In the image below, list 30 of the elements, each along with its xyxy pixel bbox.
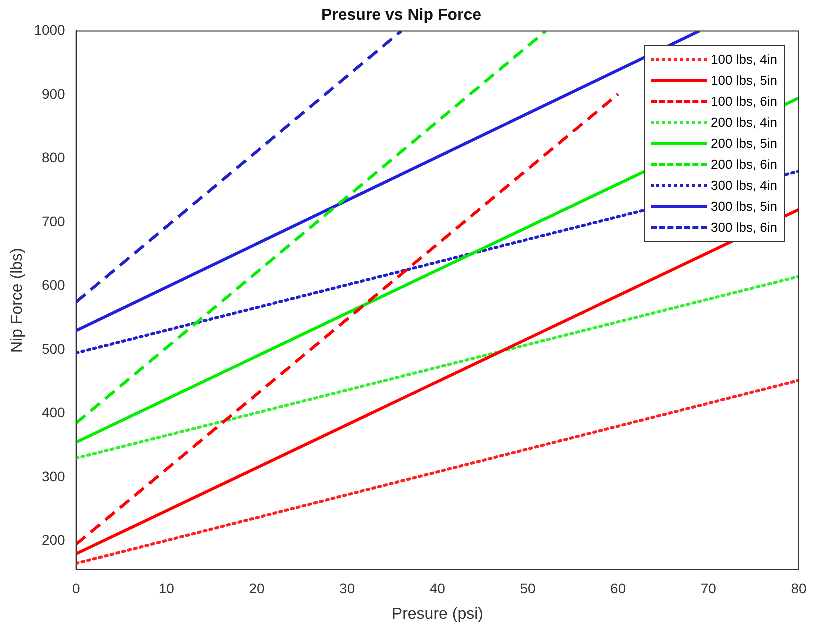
- y-tick-label: 600: [42, 277, 66, 294]
- y-tick-label: 800: [42, 150, 66, 166]
- legend-label: 200 lbs, 5in: [711, 136, 778, 152]
- y-tick-label: 400: [42, 404, 66, 421]
- x-tick-label: 10: [158, 580, 175, 596]
- y-tick-label: 200: [42, 532, 66, 548]
- legend-label: 300 lbs, 5in: [711, 199, 778, 214]
- legend-label: 100 lbs, 5in: [711, 73, 778, 88]
- legend-label: 200 lbs, 6in: [711, 157, 778, 172]
- legend-label: 200 lbs, 4in: [711, 115, 778, 130]
- x-tick-label: 60: [610, 580, 626, 596]
- x-axis-title: Presure (psi): [392, 606, 484, 623]
- x-tick-label: 50: [520, 580, 536, 596]
- chart-title: Presure vs Nip Force: [321, 7, 482, 24]
- y-tick-label: 300: [42, 468, 66, 484]
- legend-label: 100 lbs, 6in: [711, 94, 778, 110]
- x-tick-label: 0: [72, 580, 80, 596]
- x-tick-label: 40: [430, 580, 446, 596]
- y-tick-label: 900: [42, 86, 66, 102]
- y-tick-label: 1000: [34, 22, 66, 38]
- legend-label: 100 lbs, 4in: [711, 52, 778, 68]
- x-tick-label: 70: [700, 580, 717, 596]
- x-tick-label: 20: [249, 580, 266, 596]
- y-tick-label: 500: [42, 340, 66, 357]
- x-tick-label: 80: [791, 580, 807, 596]
- x-tick-label: 30: [340, 580, 356, 596]
- legend-label: 300 lbs, 6in: [711, 220, 778, 236]
- legend-label: 300 lbs, 4in: [711, 178, 778, 194]
- y-tick-label: 700: [42, 213, 66, 230]
- y-axis-title: Nip Force (lbs): [9, 248, 26, 354]
